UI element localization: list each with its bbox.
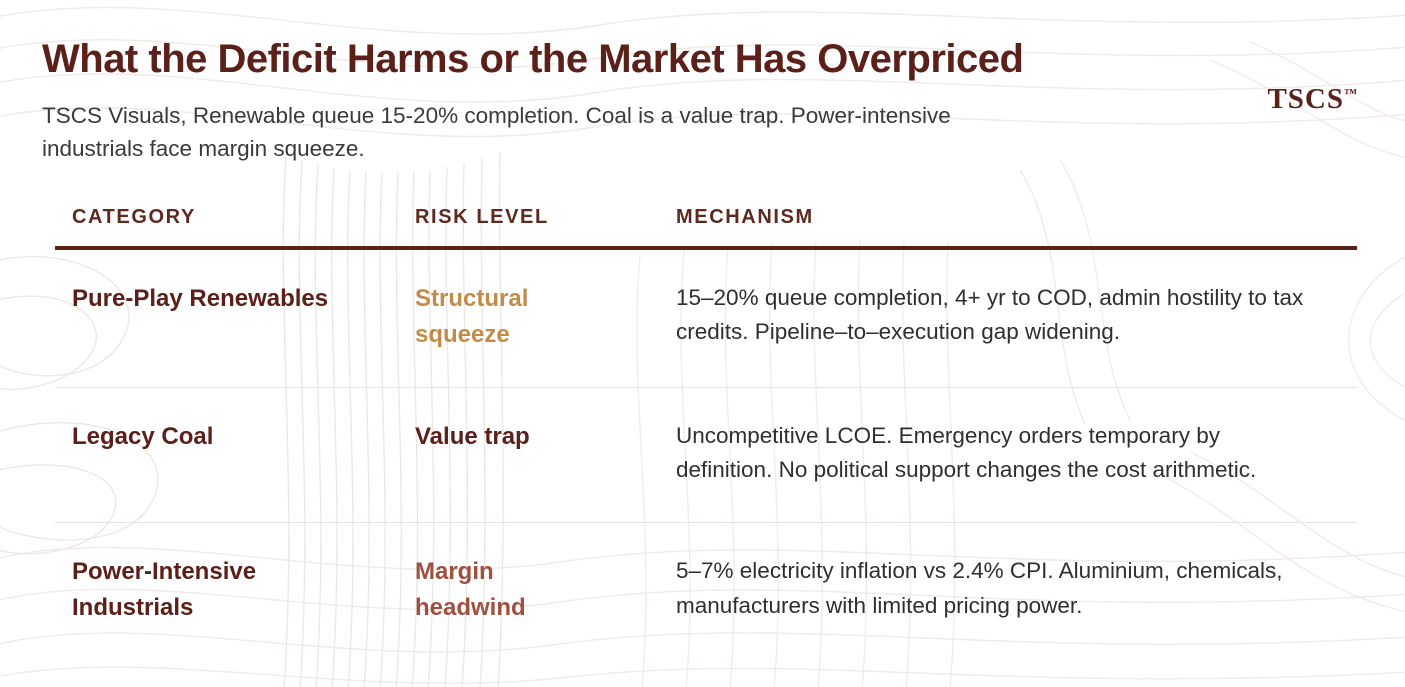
risk-table: CATEGORY RISK LEVEL MECHANISM Pure-Play …	[55, 206, 1357, 647]
page-title: What the Deficit Harms or the Market Has…	[42, 37, 1024, 81]
trademark-symbol: ™	[1344, 85, 1357, 101]
mechanism-cell: 5–7% electricity inflation vs 2.4% CPI. …	[676, 558, 1283, 619]
header: What the Deficit Harms or the Market Has…	[0, 37, 1405, 166]
table-header-row: CATEGORY RISK LEVEL MECHANISM	[55, 206, 1357, 250]
category-cell: Power-Intensive Industrials	[72, 558, 257, 622]
brand-text: TSCS	[1267, 83, 1344, 115]
table-row-legacy-coal: Legacy Coal Value trap Uncompetitive LCO…	[55, 388, 1357, 524]
mechanism-cell: 15–20% queue completion, 4+ yr to COD, a…	[676, 284, 1304, 345]
card-content: What the Deficit Harms or the Market Has…	[0, 37, 1405, 687]
column-header-category: CATEGORY	[72, 205, 196, 228]
table-row-pure-play-renewables: Pure-Play Renewables Structural squeeze …	[55, 250, 1357, 388]
mechanism-cell: Uncompetitive LCOE. Emergency orders tem…	[676, 422, 1257, 483]
table-row-power-intensive-industrials: Power-Intensive Industrials Margin headw…	[55, 523, 1357, 646]
column-header-risk-level: RISK LEVEL	[415, 205, 549, 228]
category-cell: Pure-Play Renewables	[72, 284, 329, 312]
subtitle: TSCS Visuals, Renewable queue 15-20% com…	[42, 103, 951, 162]
risk-level-cell: Structural squeeze	[415, 284, 529, 348]
category-cell: Legacy Coal	[72, 422, 214, 450]
risk-level-cell: Value trap	[415, 422, 530, 450]
column-header-mechanism: MECHANISM	[676, 205, 814, 228]
brand-logo: TSCS™	[1267, 83, 1357, 116]
risk-level-cell: Margin headwind	[415, 558, 526, 622]
